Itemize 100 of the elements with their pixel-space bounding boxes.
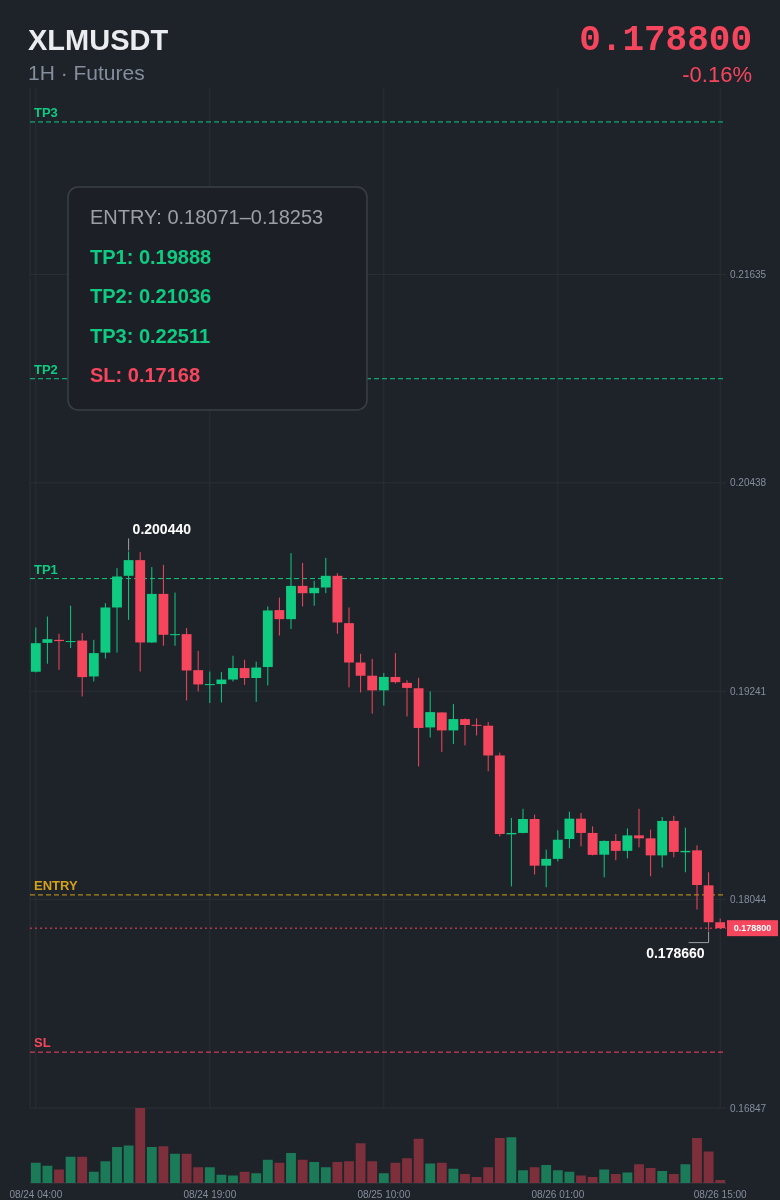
candlestick xyxy=(541,849,552,888)
candlestick xyxy=(436,711,447,753)
y-tick-label: 0.21635 xyxy=(730,268,767,280)
candlestick xyxy=(42,616,53,665)
ref-line-label: SL xyxy=(34,1035,51,1051)
candlestick xyxy=(587,825,598,856)
y-tick-label: 0.20438 xyxy=(730,477,767,489)
candlestick xyxy=(622,827,633,859)
candlestick xyxy=(239,659,250,686)
annotation: TP2: 0.21036 xyxy=(90,285,212,307)
x-tick-label: 08/24 19:00 xyxy=(183,1189,237,1200)
bar xyxy=(645,1168,656,1183)
candlestick xyxy=(378,672,389,706)
bar xyxy=(413,1138,424,1183)
candlestick xyxy=(634,808,644,848)
candlestick xyxy=(355,653,366,693)
bar xyxy=(529,1167,540,1183)
bar xyxy=(54,1169,64,1183)
bar xyxy=(599,1169,610,1183)
bar xyxy=(610,1174,621,1183)
candlestick xyxy=(460,717,470,746)
candlestick xyxy=(402,679,412,717)
bar xyxy=(344,1161,354,1183)
y-tick-label: 0.16847 xyxy=(730,1102,767,1114)
bar xyxy=(309,1162,320,1183)
candlestick xyxy=(251,661,262,703)
bar xyxy=(448,1168,459,1183)
bar xyxy=(692,1138,702,1183)
bar xyxy=(228,1175,238,1183)
bar xyxy=(123,1145,134,1183)
bar xyxy=(436,1162,447,1183)
candlestick xyxy=(88,639,99,682)
ref-line-label: TP1 xyxy=(34,561,58,577)
bar xyxy=(135,1108,146,1183)
y-tick-label: 0.19241 xyxy=(730,685,767,697)
bar xyxy=(320,1167,331,1183)
bar xyxy=(239,1171,250,1183)
bar xyxy=(425,1163,436,1183)
bar xyxy=(460,1174,470,1183)
annotation: ENTRY: 0.18071–0.18253 xyxy=(90,206,324,228)
bar xyxy=(541,1165,552,1183)
bar xyxy=(402,1158,412,1183)
bar xyxy=(112,1147,122,1183)
x-tick-label: 08/25 10:00 xyxy=(357,1189,411,1200)
candlestick xyxy=(610,833,621,861)
candlestick xyxy=(65,605,76,649)
ref-line-label: 0.178800 xyxy=(733,923,772,934)
candlestick xyxy=(170,592,180,647)
annotation: SL: 0.17168 xyxy=(90,364,201,386)
candlestick xyxy=(297,562,308,607)
bar xyxy=(158,1146,169,1183)
bar xyxy=(576,1175,586,1183)
candlestick xyxy=(367,658,378,715)
ref-line-label: ENTRY xyxy=(34,877,78,893)
bar xyxy=(146,1147,157,1183)
candlestick xyxy=(390,652,401,684)
candlestick xyxy=(274,597,285,637)
candlestick xyxy=(471,717,482,736)
text: -0.16% xyxy=(682,62,752,87)
bar xyxy=(622,1172,633,1183)
bar xyxy=(587,1177,598,1183)
chart-title: XLMUSDT xyxy=(28,24,169,56)
bar xyxy=(297,1159,308,1183)
candlestick xyxy=(599,839,610,878)
bar xyxy=(390,1162,401,1183)
annotation: TP1: 0.19888 xyxy=(90,245,212,268)
bar xyxy=(170,1153,180,1183)
candlestick xyxy=(204,671,215,704)
bar xyxy=(286,1153,296,1183)
ref-line-label: TP2 xyxy=(34,361,58,377)
bar xyxy=(494,1138,505,1183)
candlestick xyxy=(552,829,563,862)
bar xyxy=(274,1162,285,1183)
bar xyxy=(634,1164,644,1183)
annotation: 0.200440 xyxy=(132,521,192,538)
bar xyxy=(657,1171,668,1183)
annotation: 0.178660 xyxy=(646,944,705,961)
y-tick-label: 0.18044 xyxy=(730,894,767,906)
candlestick xyxy=(228,655,238,682)
bar xyxy=(65,1156,76,1183)
text: 0.178800 xyxy=(579,20,752,61)
chart-subtitle: 1H · Futures xyxy=(28,61,145,84)
candlestick xyxy=(518,808,528,834)
candlestick xyxy=(448,703,459,745)
candlestick xyxy=(309,580,320,607)
bar xyxy=(332,1162,343,1183)
bar xyxy=(668,1174,679,1183)
candlestick xyxy=(645,829,656,877)
bar xyxy=(262,1159,273,1183)
bar xyxy=(251,1173,262,1183)
candlestick xyxy=(564,811,575,849)
bar xyxy=(680,1164,691,1183)
x-tick-label: 08/26 15:00 xyxy=(693,1189,748,1200)
annotation: TP3: 0.22511 xyxy=(90,324,211,347)
bar xyxy=(378,1173,389,1183)
bar xyxy=(77,1156,88,1183)
candlestick xyxy=(425,690,436,738)
bar xyxy=(506,1137,517,1183)
candlestick xyxy=(576,812,586,847)
x-tick-label: 08/26 01:00 xyxy=(531,1189,585,1200)
